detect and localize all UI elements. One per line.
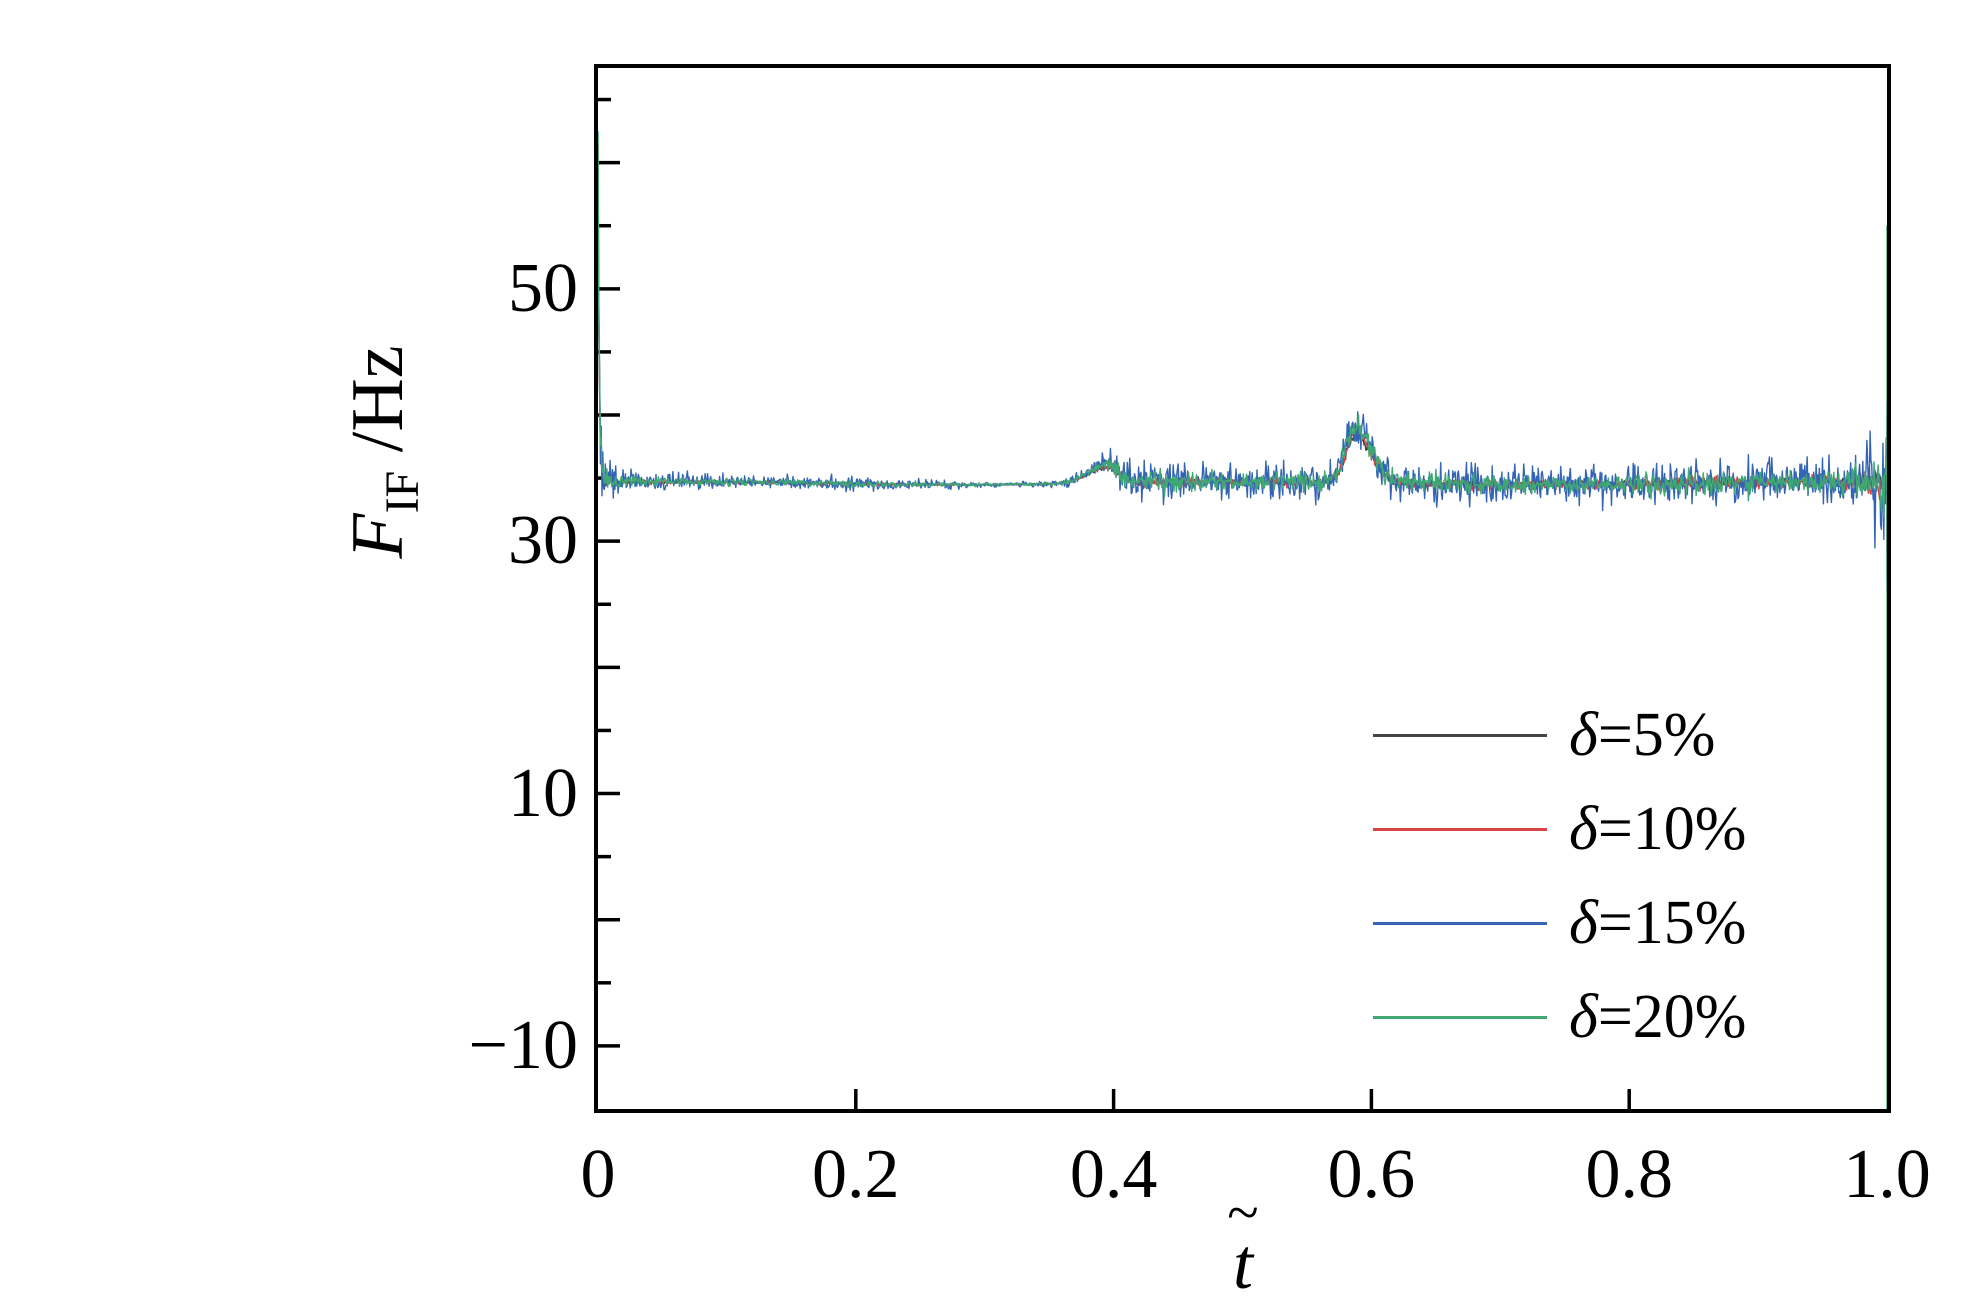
x-tick-label: 0	[580, 1136, 616, 1213]
y-tick-label: 30	[508, 502, 578, 580]
y-tick-label: 50	[508, 249, 578, 327]
legend-entry: δ=20%	[1373, 970, 1746, 1064]
plot-svg	[598, 97, 1887, 1109]
y-axis-subscript: IF	[375, 470, 429, 514]
x-axis-title-base: t	[1232, 1224, 1254, 1304]
legend-label-value: =10%	[1597, 795, 1747, 863]
legend-label: δ=15%	[1569, 892, 1746, 954]
legend-line-swatch	[1373, 827, 1547, 831]
legend-entry: δ=5%	[1373, 688, 1746, 782]
series-line-20	[598, 131, 1887, 1109]
legend-delta-symbol: δ	[1569, 701, 1598, 769]
legend: δ=5% δ=10% δ=15% δ=20%	[1373, 688, 1746, 1064]
legend-line-swatch	[1373, 733, 1547, 737]
x-tick-label: 0.6	[1327, 1136, 1416, 1213]
series-line-10	[598, 143, 1887, 579]
y-axis-symbol: F	[337, 513, 419, 559]
legend-delta-symbol: δ	[1569, 889, 1598, 957]
x-tick-label: 1.0	[1843, 1136, 1931, 1213]
x-tick-label: 0.4	[1069, 1136, 1158, 1213]
legend-delta-symbol: δ	[1569, 983, 1598, 1051]
plot-area	[594, 64, 1891, 1113]
y-axis-unit: /Hz	[337, 345, 419, 471]
legend-entry: δ=10%	[1373, 782, 1746, 876]
legend-delta-symbol: δ	[1569, 795, 1598, 863]
legend-label-value: =20%	[1597, 983, 1747, 1051]
y-axis-title: FIF /Hz	[337, 345, 429, 558]
legend-line-swatch	[1373, 921, 1547, 925]
legend-label-value: =15%	[1597, 889, 1747, 957]
series-line-15	[598, 168, 1887, 592]
legend-label-value: =5%	[1597, 701, 1716, 769]
series-line-5	[598, 200, 1887, 548]
legend-label: δ=5%	[1569, 704, 1715, 766]
x-tick-label: 0.2	[812, 1136, 900, 1213]
legend-label: δ=10%	[1569, 798, 1746, 860]
y-tick-label: −10	[468, 1006, 578, 1084]
legend-line-swatch	[1373, 1015, 1547, 1019]
x-axis-title: ~ t	[1227, 1184, 1258, 1304]
legend-entry: δ=15%	[1373, 876, 1746, 970]
x-tick-label: 0.8	[1585, 1136, 1673, 1213]
legend-label: δ=20%	[1569, 986, 1746, 1048]
y-tick-label: 10	[508, 754, 578, 832]
